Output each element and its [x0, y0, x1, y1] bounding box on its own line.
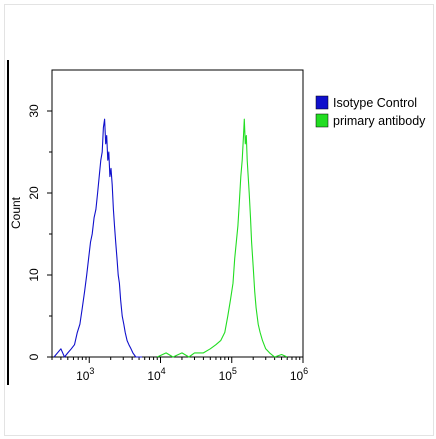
y-axis-label: Count: [9, 196, 23, 229]
legend-swatch: [315, 113, 329, 128]
y-tick-label: 0: [27, 353, 41, 360]
y-tick-label: 20: [27, 186, 41, 200]
series-line-isotype-control: [53, 118, 142, 358]
x-tick-label: 106: [290, 366, 308, 383]
x-tick-label: 105: [219, 366, 237, 383]
x-tick-label: 103: [76, 366, 94, 383]
legend-swatch: [315, 95, 329, 110]
series-line-primary-antibody: [156, 118, 288, 358]
legend-label: Isotype Control: [333, 96, 417, 110]
legend-label: primary antibody: [333, 114, 426, 128]
plot-area-border: [51, 69, 304, 358]
chart-frame: [4, 4, 434, 436]
y-tick-label: 10: [27, 268, 41, 282]
y-tick-label: 30: [27, 104, 41, 118]
x-tick-label: 104: [147, 366, 165, 383]
